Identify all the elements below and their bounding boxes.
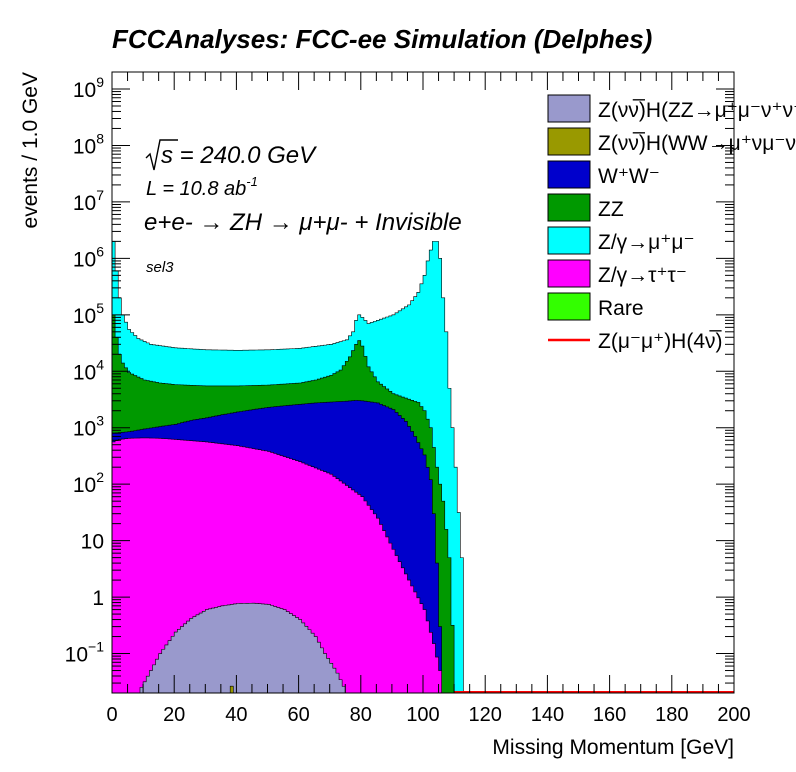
legend-entry-zh-ww: Z(νν̅)H(WW→μ⁺νμ⁻ν) bbox=[547, 127, 796, 156]
annotations: s = 240.0 GeV L = 10.8 ab-1 e+e- → ZH → … bbox=[144, 139, 462, 276]
y-tick-label: 108 bbox=[73, 130, 104, 158]
legend-swatch bbox=[547, 292, 591, 321]
y-tick-label: 10−1 bbox=[65, 639, 105, 667]
legend: Z(νν̅)H(ZZ→μ⁺μ⁻ν⁺ν⁻) Z(νν̅)H(WW→μ⁺νμ⁻ν) W⁺… bbox=[547, 94, 796, 353]
axis-ticks bbox=[111, 71, 735, 694]
y-tick-label: 106 bbox=[73, 243, 104, 271]
legend-swatch bbox=[547, 259, 591, 288]
legend-swatch bbox=[547, 226, 591, 255]
legend-label: Z/γ→μ⁺μ⁻ bbox=[598, 231, 695, 254]
stacked-histograms bbox=[111, 241, 734, 694]
legend-label: W⁺W⁻ bbox=[598, 165, 660, 188]
legend-label: Z/γ→τ⁺τ⁻ bbox=[598, 264, 687, 287]
legend-label: Rare bbox=[598, 297, 644, 320]
legend-label: Z(νν̅)H(ZZ→μ⁺μ⁻ν⁺ν⁻) bbox=[598, 99, 796, 122]
legend-entry-z-mumu: Z/γ→μ⁺μ⁻ bbox=[547, 226, 695, 255]
selection-text: sel3 bbox=[146, 259, 174, 276]
y-tick-label: 107 bbox=[73, 187, 104, 215]
y-tick-label: 10 bbox=[81, 531, 104, 554]
legend-swatch bbox=[547, 160, 591, 189]
chart-title: FCCAnalyses: FCC-ee Simulation (Delphes) bbox=[112, 24, 652, 54]
x-tick-label: 160 bbox=[593, 704, 626, 726]
y-tick-label: 103 bbox=[73, 413, 104, 441]
legend-swatch bbox=[547, 127, 591, 156]
x-axis-label: Missing Momentum [GeV] bbox=[492, 736, 734, 759]
sqrt-symbol bbox=[145, 139, 178, 171]
x-tick-labels: 0 20 40 60 80 100 120 140 160 180 200 bbox=[106, 704, 750, 726]
x-tick-label: 20 bbox=[163, 704, 185, 726]
y-tick-label: 105 bbox=[73, 300, 104, 328]
series-zh-zz bbox=[136, 602, 349, 694]
legend-label: Z(νν̅)H(WW→μ⁺νμ⁻ν) bbox=[598, 132, 796, 155]
y-tick-label: 109 bbox=[73, 74, 104, 102]
x-tick-label: 60 bbox=[287, 704, 309, 726]
x-tick-label: 200 bbox=[717, 704, 750, 726]
x-tick-label: 80 bbox=[350, 704, 372, 726]
legend-entry-z-tautau: Z/γ→τ⁺τ⁻ bbox=[547, 259, 687, 288]
x-tick-label: 0 bbox=[106, 704, 117, 726]
plot-area bbox=[111, 71, 735, 694]
legend-swatch bbox=[547, 94, 591, 123]
plot-frame bbox=[111, 71, 735, 694]
legend-swatch bbox=[547, 193, 591, 222]
sqrt-s-annotation: s = 240.0 GeV bbox=[145, 139, 317, 171]
process-text: e+e- → ZH → μ+μ- + Invisible bbox=[144, 209, 462, 236]
x-tick-label: 180 bbox=[655, 704, 688, 726]
legend-label: Z(μ⁻μ⁺)H(4ν̅) bbox=[598, 330, 723, 353]
sqrt-s-text: s = 240.0 GeV bbox=[161, 142, 317, 169]
x-tick-label: 140 bbox=[531, 704, 564, 726]
y-tick-label: 102 bbox=[73, 469, 104, 497]
x-tick-label: 120 bbox=[469, 704, 502, 726]
y-tick-label: 104 bbox=[73, 356, 104, 384]
luminosity-text: L = 10.8 ab-1 bbox=[146, 174, 258, 200]
x-tick-label: 40 bbox=[225, 704, 247, 726]
legend-entry-signal: Z(μ⁻μ⁺)H(4ν̅) bbox=[548, 330, 723, 353]
legend-entry-rare: Rare bbox=[547, 292, 644, 321]
y-tick-label: 1 bbox=[92, 587, 104, 610]
y-tick-labels: 10−1 1 10 102 103 104 105 106 107 108 109 bbox=[65, 74, 105, 667]
legend-entry-zh-zz: Z(νν̅)H(ZZ→μ⁺μ⁻ν⁺ν⁻) bbox=[547, 94, 796, 123]
legend-entry-ww: W⁺W⁻ bbox=[547, 160, 660, 189]
y-axis-label: events / 1.0 GeV bbox=[19, 72, 42, 228]
legend-label: ZZ bbox=[598, 198, 624, 221]
legend-entry-zz: ZZ bbox=[547, 193, 624, 222]
x-tick-label: 100 bbox=[406, 704, 439, 726]
